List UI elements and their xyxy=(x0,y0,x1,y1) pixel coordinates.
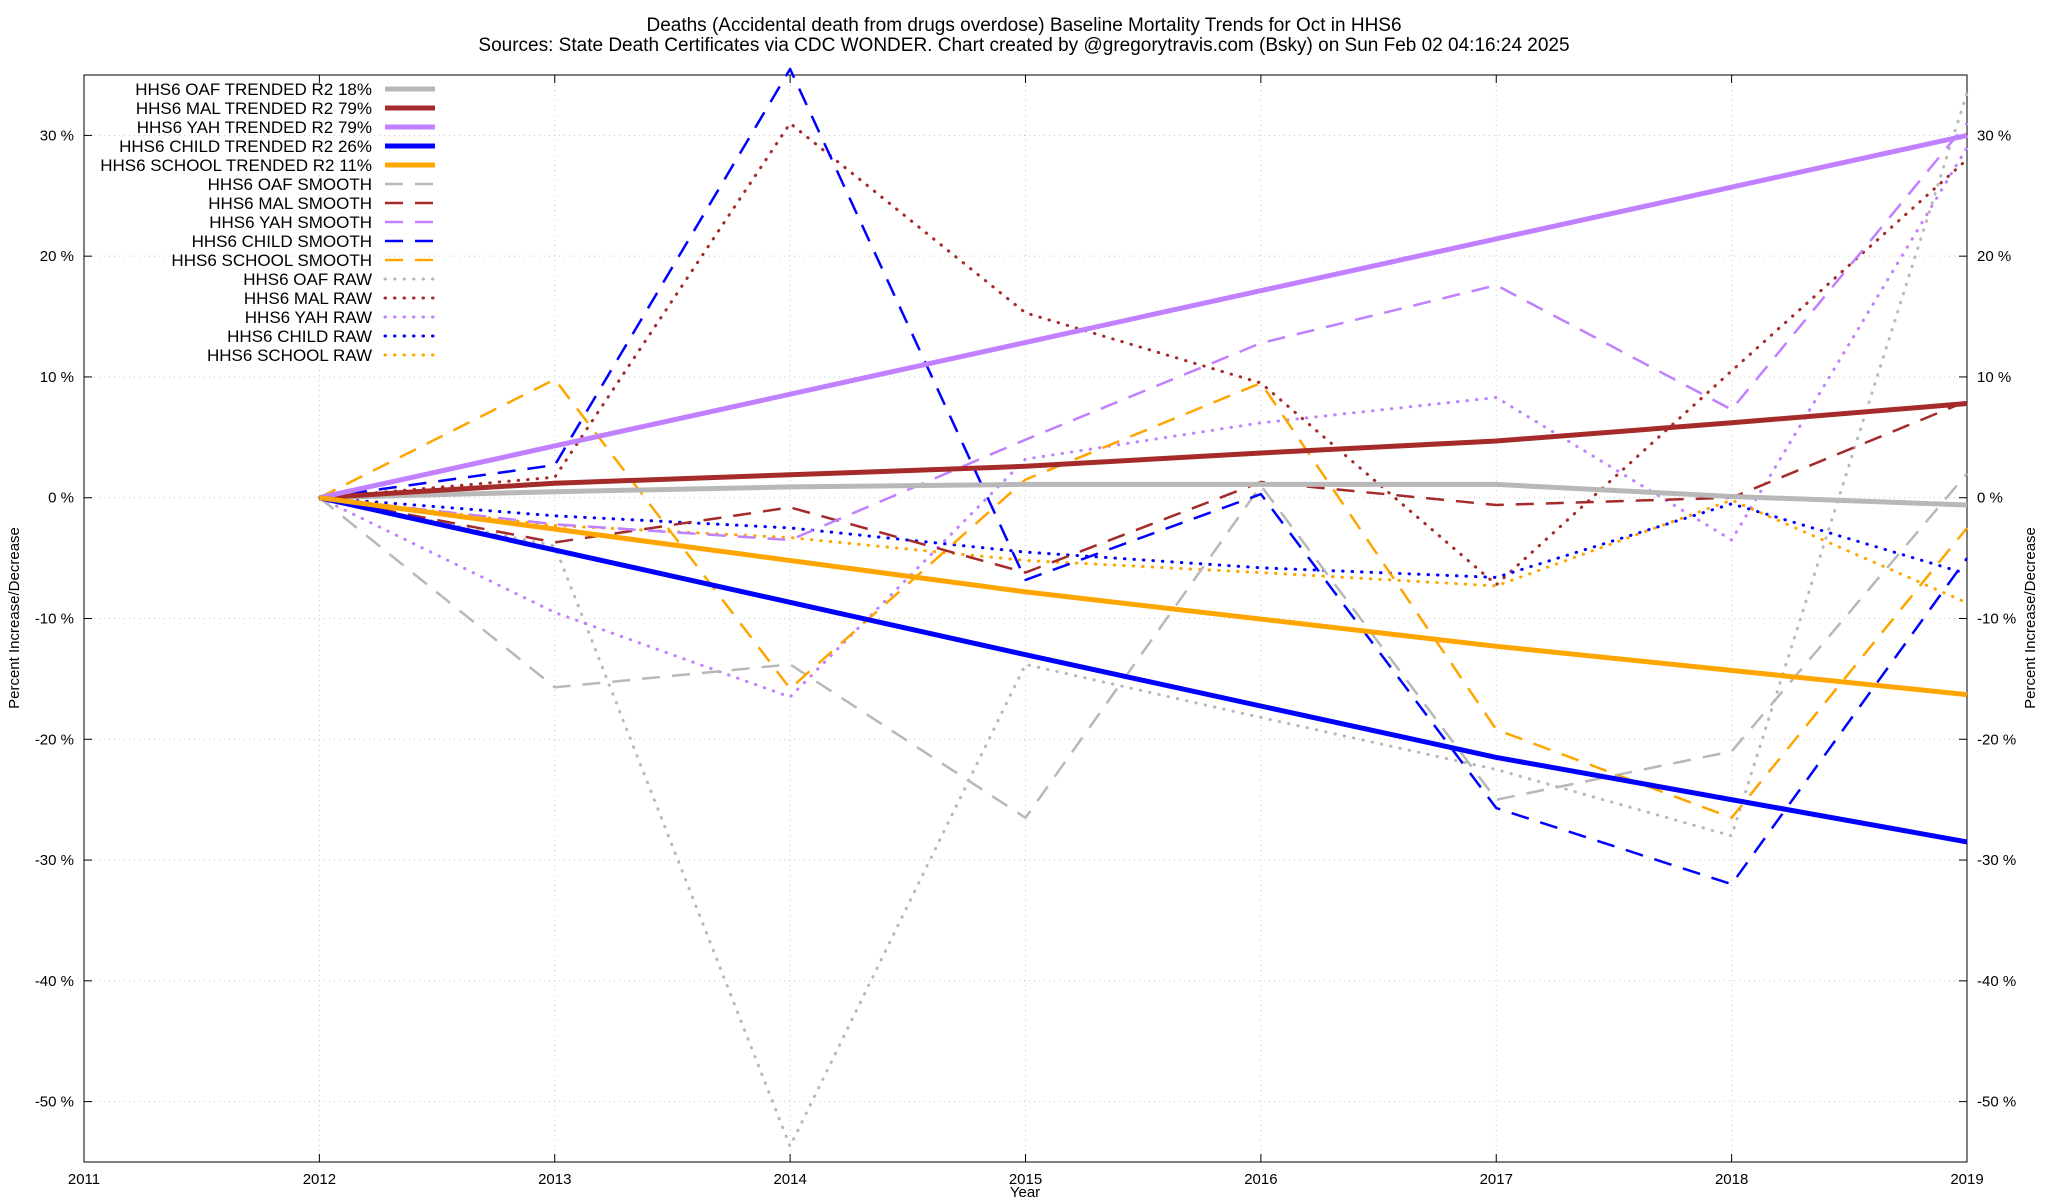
y-tick-label-left: 30 % xyxy=(40,127,74,144)
series-line-hhs6-child-smooth xyxy=(319,67,1969,886)
y-tick-label-left: -30 % xyxy=(35,852,74,869)
y-tick-label-right: 0 % xyxy=(1977,490,2003,507)
axis-ticks: 2011 2012 2013 2014 2015 2016 2017 2018 2019 30 %… xyxy=(35,75,2016,1188)
x-tick-label: 2015 xyxy=(1009,1171,1042,1188)
legend-label-hhs6-mal-smooth: HHS6 MAL SMOOTH xyxy=(208,194,372,213)
series-line-hhs6-child-trended xyxy=(318,495,1968,845)
y-tick-label-left: -10 % xyxy=(35,611,74,628)
y-tick-label-left: -20 % xyxy=(35,731,74,748)
legend-label-hhs6-yah-smooth: HHS6 YAH SMOOTH xyxy=(209,213,372,232)
legend-label-hhs6-school-smooth: HHS6 SCHOOL SMOOTH xyxy=(171,251,372,270)
y-axis-label-right: Percent Increase/Decrease xyxy=(2022,527,2039,709)
x-tick-label: 2012 xyxy=(303,1171,336,1188)
series-line-hhs6-child-raw xyxy=(317,496,1969,579)
legend-label-hhs6-oaf-trended: HHS6 OAF TRENDED R2 18% xyxy=(135,80,372,99)
x-axis-label: Year xyxy=(1010,1184,1040,1200)
series-line-hhs6-school-trended xyxy=(319,495,1968,698)
y-tick-label-left: 10 % xyxy=(40,369,74,386)
y-tick-label-left: -40 % xyxy=(35,973,74,990)
y-tick-label-right: 30 % xyxy=(1977,127,2011,144)
y-tick-label-right: -30 % xyxy=(1977,852,2016,869)
legend-label-hhs6-yah-trended: HHS6 YAH TRENDED R2 79% xyxy=(137,118,372,137)
x-tick-label: 2019 xyxy=(1950,1171,1983,1188)
x-tick-label: 2016 xyxy=(1244,1171,1277,1188)
y-tick-label-right: -50 % xyxy=(1977,1094,2016,1111)
legend-label-hhs6-oaf-raw: HHS6 OAF RAW xyxy=(243,270,372,289)
y-tick-label-left: 0 % xyxy=(48,490,74,507)
y-tick-label-right: 20 % xyxy=(1977,248,2011,265)
series-line-hhs6-oaf-smooth xyxy=(318,472,1968,820)
legend-label-hhs6-mal-trended: HHS6 MAL TRENDED R2 79% xyxy=(136,99,372,118)
series-lines xyxy=(317,67,1969,1148)
y-tick-label-right: 10 % xyxy=(1977,369,2011,386)
x-tick-label: 2017 xyxy=(1480,1171,1513,1188)
legend: HHS6 OAF TRENDED R2 18%HHS6 MAL TRENDED … xyxy=(100,80,437,365)
x-tick-label: 2018 xyxy=(1715,1171,1748,1188)
y-axis-label-left: Percent Increase/Decrease xyxy=(6,527,23,709)
chart-title: Deaths (Accidental death from drugs over… xyxy=(646,15,1401,36)
series-line-hhs6-yah-raw xyxy=(317,146,1969,699)
grid xyxy=(84,75,1967,1162)
legend-label-hhs6-school-trended: HHS6 SCHOOL TRENDED R2 11% xyxy=(100,156,372,175)
legend-label-hhs6-child-raw: HHS6 CHILD RAW xyxy=(227,327,372,346)
legend-label-hhs6-child-trended: HHS6 CHILD TRENDED R2 26% xyxy=(119,137,372,156)
series-line-hhs6-school-smooth xyxy=(318,378,1968,820)
x-tick-label: 2014 xyxy=(773,1171,806,1188)
series-line-hhs6-mal-trended xyxy=(319,401,1968,501)
legend-label-hhs6-school-raw: HHS6 SCHOOL RAW xyxy=(207,346,372,365)
y-tick-label-right: -40 % xyxy=(1977,973,2016,990)
series-line-hhs6-yah-smooth xyxy=(319,122,1968,542)
x-tick-label: 2013 xyxy=(538,1171,571,1188)
y-tick-label-right: -20 % xyxy=(1977,731,2016,748)
legend-label-hhs6-mal-raw: HHS6 MAL RAW xyxy=(244,289,372,308)
y-tick-label-right: -10 % xyxy=(1977,611,2016,628)
series-line-hhs6-yah-trended xyxy=(318,132,1968,501)
chart-subtitle: Sources: State Death Certificates via CD… xyxy=(478,35,1569,56)
legend-label-hhs6-child-smooth: HHS6 CHILD SMOOTH xyxy=(192,232,372,251)
y-tick-label-left: -50 % xyxy=(35,1094,74,1111)
y-tick-label-left: 20 % xyxy=(40,248,74,265)
legend-label-hhs6-yah-raw: HHS6 YAH RAW xyxy=(245,308,372,327)
legend-label-hhs6-oaf-smooth: HHS6 OAF SMOOTH xyxy=(208,175,372,194)
series-line-hhs6-oaf-trended xyxy=(319,481,1968,508)
series-line-hhs6-oaf-raw xyxy=(317,91,1969,1148)
x-tick-label: 2011 xyxy=(68,1171,100,1188)
